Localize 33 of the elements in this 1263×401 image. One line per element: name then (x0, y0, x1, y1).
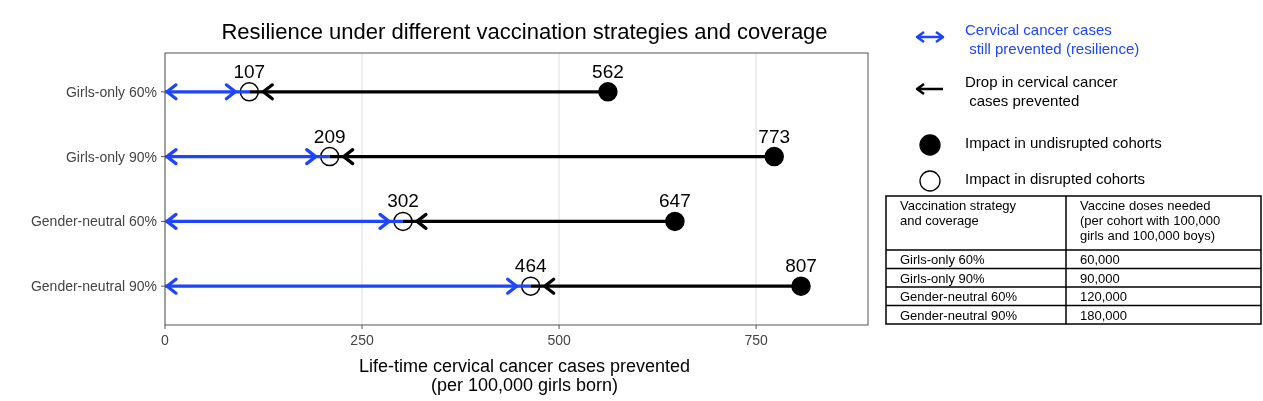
y-tick-label: Girls-only 60% (65, 83, 157, 100)
legend-label: Drop in cervical cancer cases prevented (965, 73, 1118, 109)
text: 60,000 (1080, 252, 1120, 267)
y-tick-label: Gender-neutral 90% (30, 278, 157, 295)
data-label: 647 (659, 190, 691, 212)
text: Girls-only 90% (900, 270, 985, 286)
text: Girls-only 60% (900, 252, 985, 267)
legend-label: Impact in undisrupted cohorts (965, 134, 1162, 151)
text: 120,000 (1080, 289, 1127, 304)
point (764, 146, 784, 167)
data-label: 773 (758, 125, 791, 147)
text: 90,000 (1080, 270, 1120, 286)
text: 180,000 (1080, 307, 1127, 323)
text: Vaccination strategy and coverage (900, 198, 1017, 228)
text: Gender-neutral 90% (900, 307, 1018, 323)
x-tick-label: 250 (350, 332, 374, 348)
text: Gender-neutral 60% (900, 289, 1018, 304)
y-tick-label: Girls-only 90% (65, 148, 157, 165)
data-label: 464 (514, 255, 547, 277)
x-tick-label: 500 (547, 332, 571, 348)
legend-label: Cervical cancer cases still prevented (resilience) (965, 21, 1140, 57)
x-axis-title: Life-time cervical cancer cases prevented (per 100,000 girls born) (358, 356, 691, 395)
x-tick-label: 0 (161, 332, 170, 348)
chart-title: Resilience under different vaccination strategies and coverage (221, 19, 828, 44)
text: Vaccine doses needed (per cohort with 100,000 girls and 100,000 boys) (1080, 198, 1221, 243)
data-label: 807 (785, 255, 817, 277)
y-tick-label: Gender-neutral 60% (30, 213, 157, 230)
data-label: 302 (387, 190, 419, 212)
data-label: 107 (233, 60, 266, 82)
legend-label: Impact in disrupted cohorts (965, 170, 1146, 187)
x-tick-label: 750 (744, 332, 768, 348)
data-label: 562 (592, 60, 624, 82)
data-label: 209 (313, 125, 346, 147)
